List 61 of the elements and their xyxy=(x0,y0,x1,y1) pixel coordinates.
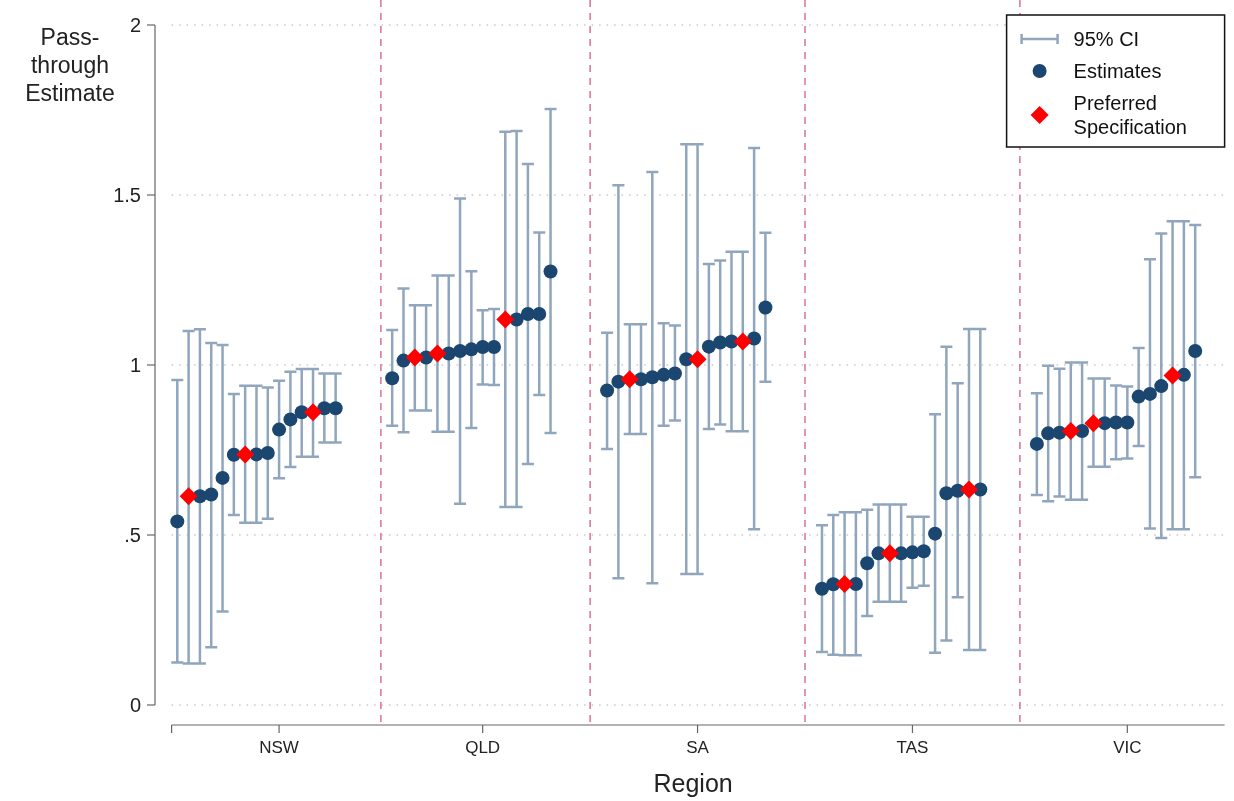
point xyxy=(543,264,558,279)
y-tick-label: 1 xyxy=(129,354,141,376)
point xyxy=(620,370,639,389)
point xyxy=(532,307,547,321)
point xyxy=(758,300,773,315)
x-tick-label: SA xyxy=(686,738,710,757)
y-axis-title: Pass-through Estimate xyxy=(25,24,115,106)
x-tick-label: TAS xyxy=(896,738,929,757)
point xyxy=(1029,436,1044,451)
point xyxy=(179,487,198,506)
legend-label: Estimates xyxy=(1073,60,1162,82)
point xyxy=(1061,421,1080,440)
point xyxy=(1163,366,1182,385)
point xyxy=(600,383,615,398)
point xyxy=(496,310,515,329)
point xyxy=(960,480,978,499)
point xyxy=(880,544,899,563)
point xyxy=(304,403,323,422)
legend-label: Preferred Specification xyxy=(1073,92,1188,138)
point xyxy=(1109,415,1124,430)
x-tick-label: QLD xyxy=(465,738,501,757)
annotation: 95% CI xyxy=(1073,28,1140,50)
y-tick-label: 1.5 xyxy=(113,184,141,206)
point xyxy=(170,514,185,529)
point xyxy=(236,445,255,464)
point xyxy=(688,350,707,369)
point xyxy=(1084,414,1103,433)
point xyxy=(860,556,875,571)
x-tick-label: NSW xyxy=(259,738,299,757)
point xyxy=(1120,415,1135,430)
point xyxy=(464,342,479,357)
point xyxy=(928,526,943,541)
point xyxy=(1142,386,1157,401)
y-tick-label: 0 xyxy=(129,694,141,716)
point xyxy=(272,422,287,437)
point xyxy=(667,366,682,381)
point xyxy=(405,348,424,367)
point xyxy=(328,401,343,416)
point xyxy=(1131,389,1146,404)
point xyxy=(1188,344,1203,359)
point xyxy=(645,370,660,385)
point xyxy=(733,332,752,351)
point xyxy=(916,544,931,559)
point xyxy=(1041,426,1056,441)
point xyxy=(204,487,219,502)
point xyxy=(939,486,954,501)
point xyxy=(701,339,716,354)
y-tick-label: .5 xyxy=(124,524,141,546)
point xyxy=(260,446,275,461)
point xyxy=(215,470,230,485)
point xyxy=(283,412,298,427)
point xyxy=(486,339,501,354)
point xyxy=(814,581,829,596)
point xyxy=(453,344,468,359)
y-tick-label: 2 xyxy=(129,14,141,36)
point xyxy=(385,371,400,386)
x-tick-label: VIC xyxy=(1113,738,1142,757)
point xyxy=(1154,379,1169,394)
point xyxy=(428,344,447,363)
x-axis-title: Region xyxy=(653,769,733,797)
point xyxy=(835,574,854,593)
